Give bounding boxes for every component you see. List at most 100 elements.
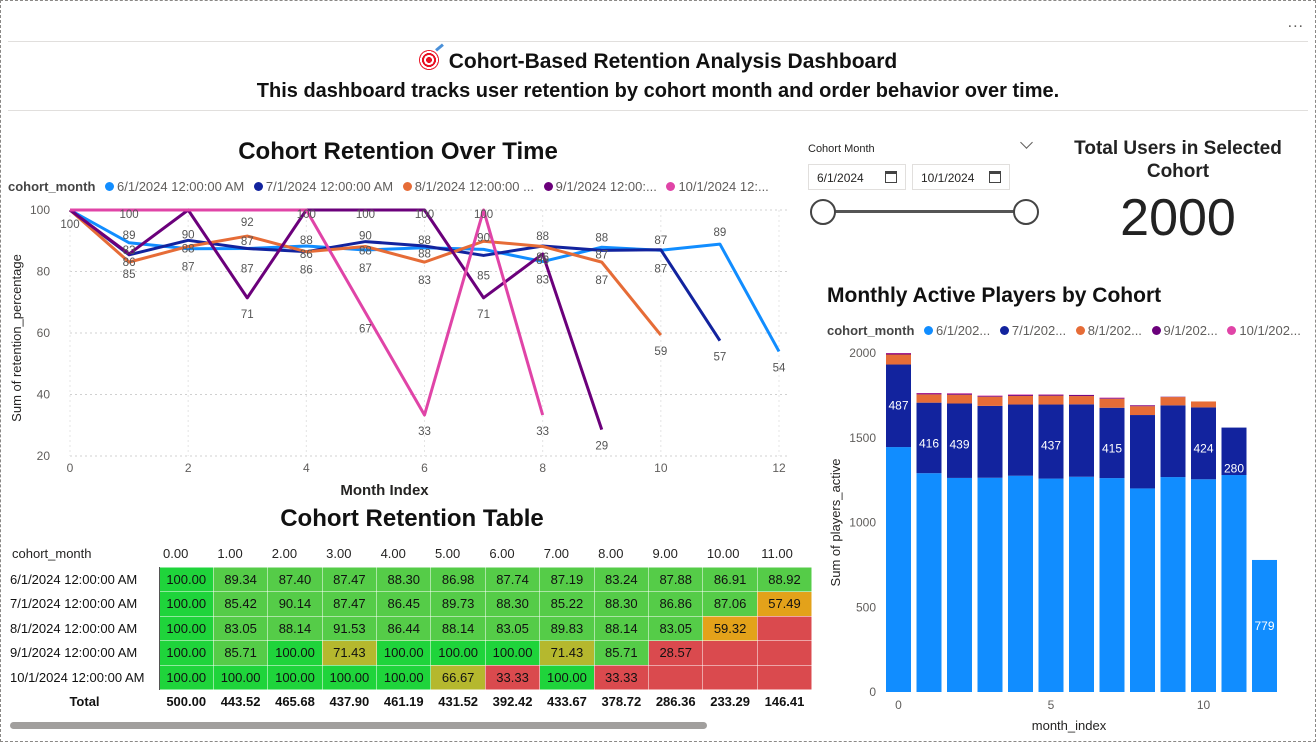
x-tick-label: 4 — [303, 461, 310, 475]
bar-segment — [947, 477, 972, 692]
retention-line-chart[interactable]: 20 40 60 80 100 0 2 4 6 8 10 12 Month Index Sum of re… — [0, 196, 800, 502]
bar-segment — [1008, 394, 1033, 396]
legend-label: 8/1/202... — [1087, 323, 1142, 338]
data-label: 87 — [182, 262, 195, 274]
legend-item[interactable]: 6/1/202... — [924, 323, 990, 338]
legend-dot-icon — [924, 326, 934, 335]
legend-label: 8/1/2024 12:00:00 ... — [414, 179, 534, 194]
active-players-bar-chart[interactable]: 0 500 1000 1500 2000 487 416 439 437 415 424 280 779… — [820, 340, 1312, 736]
page-title-text: Cohort-Based Retention Analysis Dashboar… — [448, 50, 898, 73]
retention-cell — [756, 615, 813, 641]
x-axis-title: month_index — [1032, 718, 1107, 733]
table-row[interactable]: 10/1/2024 12:00:00 AM 100.00 100.00 100.00 1… — [8, 664, 813, 690]
total-cell: 461.19 — [383, 694, 424, 710]
bar-segment — [1038, 394, 1064, 396]
data-label: 92 — [241, 217, 254, 229]
table-corner-header[interactable]: cohort_month — [12, 546, 92, 561]
total-cell: 433.67 — [547, 694, 587, 710]
data-label: 85 — [123, 269, 136, 281]
legend-item[interactable]: 9/1/2024 12:00:... — [543, 179, 657, 194]
retention-cell: 100.00 — [158, 591, 214, 617]
table-row[interactable]: 6/1/2024 12:00:00 AM 100.00 89.34 87.40 87.4… — [8, 566, 813, 592]
legend-title: cohort_month — [827, 323, 915, 338]
slider-handle-start[interactable] — [810, 199, 836, 225]
bar-segment — [1069, 476, 1094, 692]
table-row[interactable]: 8/1/2024 12:00:00 AM 100.00 83.05 88.14 91.5… — [8, 615, 813, 641]
header-divider-top — [8, 41, 1308, 42]
more-options-icon[interactable]: ... — [1287, 14, 1304, 31]
data-label: 33 — [418, 426, 431, 438]
legend-item[interactable]: 7/1/2024 12:00:00 AM — [253, 179, 393, 194]
bar-segment — [916, 393, 942, 395]
bar-segment — [1191, 479, 1216, 692]
data-label: 86 — [536, 255, 549, 267]
table-column-header[interactable]: 1.00 — [217, 545, 243, 561]
slider-handle-end[interactable] — [1013, 199, 1039, 225]
date-from-value: 6/1/2024 — [817, 171, 864, 185]
retention-cell: 100.00 — [376, 640, 432, 666]
table-row[interactable]: 9/1/2024 12:00:00 AM 100.00 85.71 100.00 71.… — [8, 640, 813, 666]
table-column-header[interactable]: 2.00 — [271, 545, 298, 561]
legend-item[interactable]: 10/1/2024 12:... — [666, 179, 769, 194]
table-column-header[interactable]: 6.00 — [489, 545, 515, 561]
retention-chart-legend: cohort_month 6/1/2024 12:00:00 AM 7/1/20… — [8, 179, 775, 194]
legend-item[interactable]: 8/1/202... — [1075, 323, 1142, 338]
date-to-value: 10/1/2024 — [921, 171, 975, 185]
table-column-header[interactable]: 5.00 — [434, 545, 461, 561]
retention-table-title: Cohort Retention Table — [280, 505, 544, 532]
table-column-header[interactable]: 7.00 — [543, 545, 570, 561]
table-horizontal-scrollbar[interactable] — [10, 722, 707, 729]
retention-cell: 83.05 — [648, 615, 704, 641]
calendar-icon[interactable] — [885, 171, 897, 183]
table-column-header[interactable]: 0.00 — [163, 545, 189, 561]
legend-item[interactable]: 10/1/202... — [1227, 323, 1301, 338]
bar-segment — [947, 393, 972, 395]
retention-cell: 100.00 — [158, 615, 214, 641]
legend-label: 10/1/202... — [1239, 323, 1301, 338]
row-label: 8/1/2024 12:00:00 AM — [8, 616, 160, 641]
data-label: 54 — [773, 362, 786, 374]
bar-segment — [947, 403, 972, 478]
x-axis-title: Month Index — [340, 482, 429, 499]
table-column-header[interactable]: 11.00 — [761, 545, 793, 561]
bar-segment — [1160, 397, 1186, 406]
bar-segment — [1069, 395, 1094, 397]
bar-segment — [1130, 405, 1155, 407]
bar-segment — [1191, 401, 1216, 408]
date-range-slider[interactable] — [822, 210, 1026, 213]
data-label: 90 — [359, 231, 372, 243]
table-column-header[interactable]: 3.00 — [326, 545, 352, 561]
table-column-header[interactable]: 8.00 — [598, 545, 624, 561]
legend-item[interactable]: 9/1/202... — [1151, 323, 1218, 338]
x-tick-label: 0 — [67, 461, 74, 475]
table-total-row: Total 500.00 443.52 465.68 437.90 461.19 431.5… — [8, 690, 812, 714]
legend-item[interactable]: 8/1/2024 12:00:00 ... — [402, 179, 534, 194]
table-row[interactable]: 7/1/2024 12:00:00 AM 100.00 85.42 90.14 87.4… — [8, 591, 813, 617]
retention-cell: 88.92 — [756, 566, 813, 592]
legend-item[interactable]: 6/1/2024 12:00:00 AM — [105, 179, 244, 194]
bar-segment — [1099, 397, 1125, 399]
retention-cell: 100.00 — [158, 640, 214, 666]
legend-label: 10/1/2024 12:... — [678, 179, 769, 194]
table-column-header[interactable]: 9.00 — [652, 545, 678, 561]
date-from-input[interactable]: 6/1/2024 — [808, 164, 906, 190]
retention-cell: 100.00 — [484, 640, 541, 666]
table-column-header[interactable]: 10.00 — [706, 545, 740, 561]
data-label: 100 — [474, 209, 493, 221]
y-tick-label: 0 — [869, 685, 876, 699]
bar-segment — [1221, 427, 1247, 476]
total-cell: 233.29 — [710, 694, 750, 710]
bar-segment — [1160, 477, 1186, 692]
data-label: 86 — [123, 257, 136, 269]
retention-cell: 100.00 — [212, 664, 269, 690]
bar-segment — [1008, 475, 1033, 692]
y-tick-label: 20 — [37, 449, 51, 463]
x-tick-label: 2 — [185, 461, 192, 475]
y-tick-label: 2000 — [849, 346, 876, 360]
date-to-input[interactable]: 10/1/2024 — [912, 164, 1010, 190]
legend-item[interactable]: 7/1/202... — [999, 323, 1066, 338]
calendar-icon[interactable] — [989, 171, 1001, 183]
data-label: 83 — [536, 275, 549, 287]
table-column-header[interactable]: 4.00 — [380, 545, 406, 561]
retention-cell: 33.33 — [484, 664, 541, 690]
